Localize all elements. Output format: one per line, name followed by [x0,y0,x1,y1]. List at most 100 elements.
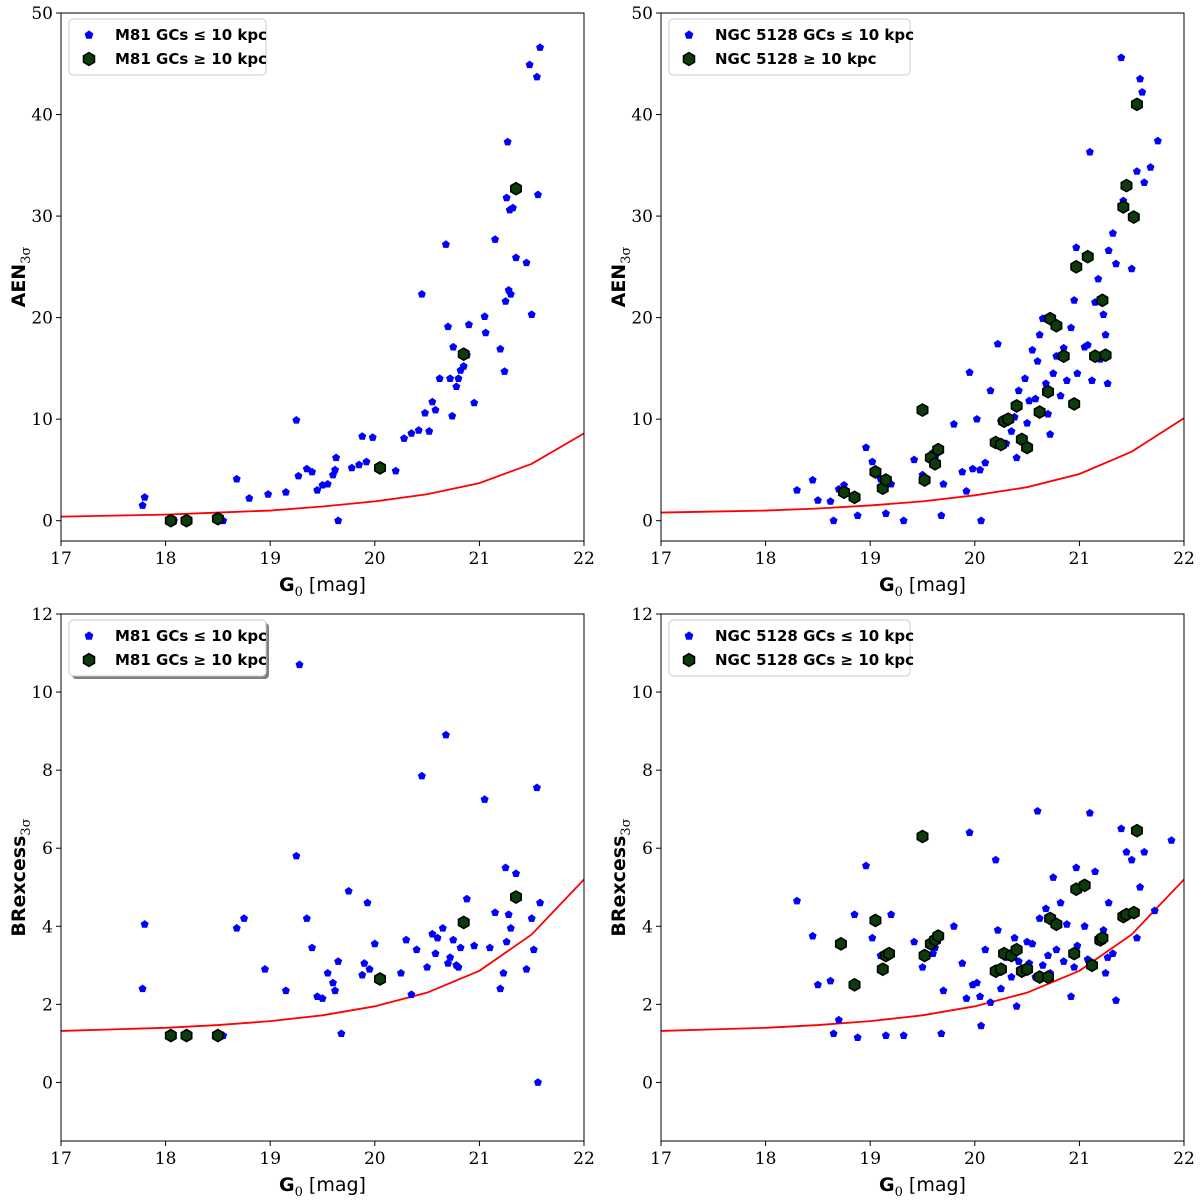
data-point-inner [454,963,463,971]
data-point-outer [510,890,523,904]
y-tick-label: 12 [31,605,53,625]
data-point-outer [211,1028,224,1043]
threshold-curve [61,432,584,518]
data-point-inner [792,486,801,494]
legend-marker-outer [82,51,96,67]
x-axis-label-unit: [mag] [309,1174,366,1196]
data-point-inner [993,339,1002,348]
data-point-inner [813,980,822,989]
data-point-inner [522,965,531,973]
x-tick-label: 21 [1069,1149,1091,1169]
data-point-inner [391,466,400,475]
data-point-inner [240,914,249,922]
data-point-inner [834,1015,843,1024]
x-axis-label: G0 [mag] [879,574,966,600]
data-point-inner [910,937,919,946]
data-point-inner [444,959,453,967]
data-point-inner [1010,933,1019,942]
data-point-inner [1014,386,1023,395]
data-point-inner [308,467,317,476]
data-point-inner [308,943,317,952]
data-point-inner [1101,330,1110,339]
data-point-inner [481,328,490,337]
data-point-inner [1099,310,1108,318]
legend-entry-label: M81 GCs ≤ 10 kpc [115,627,267,645]
data-point-outer [164,513,177,528]
data-point-inner [525,60,534,69]
y-tick-label: 0 [42,512,53,532]
data-point-inner [962,994,971,1002]
y-tick-label: 6 [642,839,653,859]
y-axis-label-main: BRexcess [8,836,30,937]
legend: M81 GCs ≤ 10 kpc M81 GCs ≥ 10 kpc [68,18,267,76]
data-point-inner [1140,847,1149,856]
data-point-inner [491,235,500,243]
data-point-inner [529,945,538,954]
data-point-inner [400,434,409,442]
data-point-outer [1089,349,1102,364]
data-point-outer [879,473,892,488]
data-point-inner [826,976,835,985]
data-point-inner [1103,953,1112,961]
data-point-inner [438,924,447,932]
y-tick-label: 20 [31,309,53,329]
y-axis-label: AEN3σ [8,247,34,308]
legend-entry-label: M81 GCs ≤ 10 kpc [115,26,267,44]
data-point-inner [444,322,453,331]
data-point-inner [949,922,958,930]
data-point-outer [510,181,523,196]
data-point-inner [334,516,343,525]
x-tick-label: 17 [50,1149,72,1169]
data-point-outer [918,948,931,963]
data-point-inner [446,953,455,961]
y-tick-label: 40 [31,106,53,126]
y-axis-label-main: BRexcess [608,836,630,937]
data-point-inner [501,297,510,305]
data-point-inner [1150,906,1159,915]
data-point-inner [939,479,948,488]
data-point-inner [1007,427,1016,435]
x-axis-label-sub: 0 [295,585,303,600]
data-point-inner [428,929,437,938]
legend: NGC 5128 GCs ≤ 10 kpc NGC 5128 GCs ≥ 10 k… [668,619,914,677]
data-point-inner [792,896,801,905]
data-point-inner [918,963,927,971]
data-point-outer [876,962,889,977]
data-point-inner [899,516,908,525]
data-point-inner [347,463,356,472]
data-points [138,660,545,1086]
data-point-inner [1127,855,1136,864]
x-tick-label: 18 [755,549,777,569]
data-point-inner [360,959,369,967]
data-point-inner [1094,274,1103,283]
data-point-inner [464,320,473,329]
data-point-inner [1025,396,1034,405]
data-point-inner [937,511,946,520]
data-point-inner [1023,419,1032,427]
data-point-inner [412,945,421,954]
y-tick-label: 0 [642,512,653,532]
threshold-curve-group [661,878,1184,1032]
data-point-inner [1070,296,1079,304]
y-tick-label: 8 [642,761,653,781]
x-tick-label: 22 [573,1149,595,1169]
data-point-inner [365,965,374,973]
x-axis-label: G0 [mag] [879,1174,966,1200]
data-point-outer [1033,405,1046,419]
data-point-inner [431,949,440,958]
data-point-inner [808,931,817,940]
x-tick-label: 18 [755,1149,777,1169]
data-point-inner [1085,147,1094,156]
data-point-inner [976,465,985,474]
data-point-inner [1083,340,1092,349]
data-point-outer [1130,97,1143,112]
x-axis-label-main: G [879,1174,895,1196]
data-point-inner [853,511,862,520]
legend-marker-inner [84,631,94,640]
threshold-curve-group [61,878,584,1032]
y-tick-label: 2 [642,995,653,1015]
y-axis-label-main: AEN [8,264,30,308]
data-point-outer [869,913,882,928]
